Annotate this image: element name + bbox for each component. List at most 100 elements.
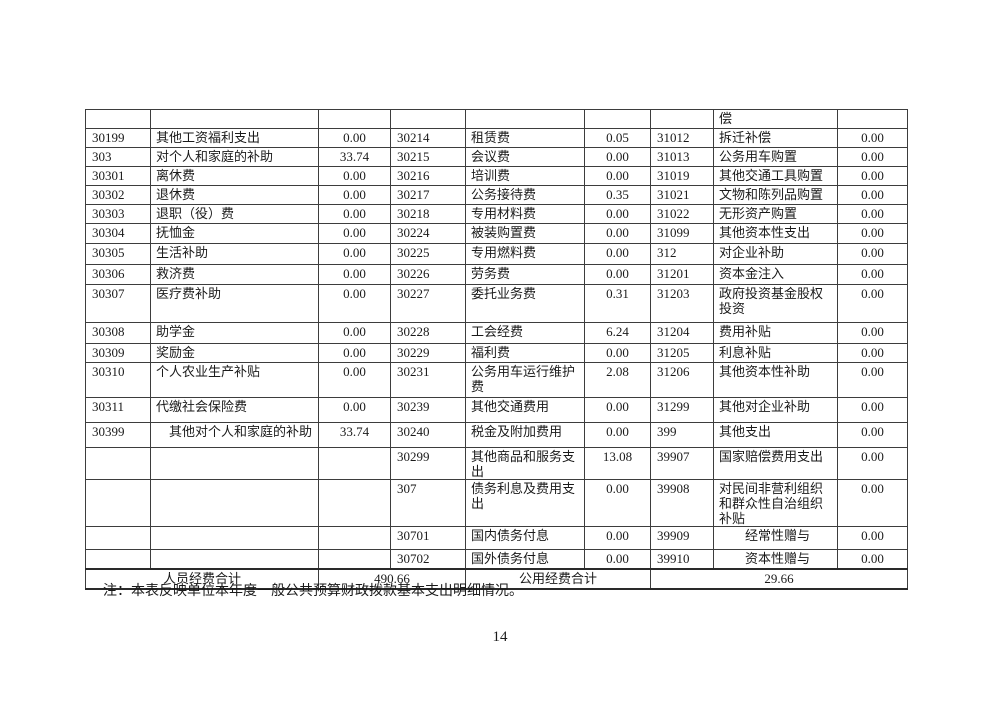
value-cell — [318, 526, 391, 550]
label-cell: 专用燃料费 — [465, 243, 585, 265]
value-cell: 0.05 — [584, 128, 651, 148]
label-cell — [150, 526, 319, 550]
value-cell: 0.00 — [837, 166, 908, 186]
value-cell: 0.00 — [318, 185, 391, 205]
code-cell: 399 — [650, 422, 714, 448]
table-row: 30311 代缴社会保险费 0.00 30239 其他交通费用 0.00 31299 其他对企… — [85, 397, 908, 423]
summary-cell: 29.66 — [650, 567, 908, 590]
label-cell: 其他资本性支出 — [713, 223, 838, 244]
basic-expenditure-detail-table: 偿 30199 其他工资福利支出 0.00 30214 租赁费 0.05 31012 拆迁补偿 0… — [85, 109, 908, 590]
label-cell: 资本金注入 — [713, 264, 838, 285]
label-cell: 被装购置费 — [465, 223, 585, 244]
page-number: 14 — [492, 629, 508, 645]
label-cell: 退休费 — [150, 185, 319, 205]
value-cell: 0.00 — [584, 223, 651, 244]
label-cell: 利息补贴 — [713, 343, 838, 363]
value-cell: 0.00 — [837, 264, 908, 285]
code-cell: 30229 — [390, 343, 466, 363]
code-cell — [85, 109, 151, 129]
label-cell: 国外债务付息 — [465, 549, 585, 569]
value-cell — [584, 109, 651, 129]
label-cell: 其他商品和服务支出 — [465, 447, 585, 480]
code-cell — [85, 526, 151, 550]
value-cell: 0.00 — [318, 284, 391, 323]
value-cell: 0.00 — [584, 243, 651, 265]
code-cell: 30214 — [390, 128, 466, 148]
value-cell — [318, 109, 391, 129]
label-cell — [150, 549, 319, 569]
label-cell: 抚恤金 — [150, 223, 319, 244]
code-cell: 31099 — [650, 223, 714, 244]
label-cell: 劳务费 — [465, 264, 585, 285]
code-cell — [85, 447, 151, 480]
summary-row: 人员经费合计 490.66 公用经费合计 29.66 — [85, 567, 908, 590]
value-cell — [318, 479, 391, 527]
label-cell: 福利费 — [465, 343, 585, 363]
label-cell: 其他对个人和家庭的补助 — [150, 422, 319, 448]
label-cell: 公务用车购置 — [713, 147, 838, 167]
label-cell: 公务接待费 — [465, 185, 585, 205]
code-cell: 30225 — [390, 243, 466, 265]
code-cell: 31201 — [650, 264, 714, 285]
value-cell: 0.00 — [318, 322, 391, 344]
value-cell: 0.00 — [837, 397, 908, 423]
table-row: 303 对个人和家庭的补助 33.74 30215 会议费 0.00 31013 公务用车购置… — [85, 147, 908, 167]
code-cell: 31019 — [650, 166, 714, 186]
value-cell: 0.00 — [837, 204, 908, 224]
code-cell: 31013 — [650, 147, 714, 167]
table-row: 30302 退休费 0.00 30217 公务接待费 0.35 31021 文物和陈列品购置 0… — [85, 185, 908, 205]
label-cell: 对企业补助 — [713, 243, 838, 265]
value-cell: 13.08 — [584, 447, 651, 480]
value-cell: 0.00 — [584, 479, 651, 527]
code-cell: 31012 — [650, 128, 714, 148]
label-cell: 其他工资福利支出 — [150, 128, 319, 148]
value-cell: 0.00 — [318, 204, 391, 224]
table-body: 偿 30199 其他工资福利支出 0.00 30214 租赁费 0.05 31012 拆迁补偿 0… — [85, 109, 908, 590]
value-cell: 0.00 — [584, 397, 651, 423]
value-cell: 0.00 — [584, 343, 651, 363]
value-cell: 0.00 — [584, 526, 651, 550]
code-cell: 31021 — [650, 185, 714, 205]
code-cell: 39907 — [650, 447, 714, 480]
label-cell: 对民间非营利组织和群众性自治组织补贴 — [713, 479, 838, 527]
summary-cell: 公用经费合计 — [465, 567, 651, 590]
value-cell: 0.00 — [318, 362, 391, 398]
code-cell: 30701 — [390, 526, 466, 550]
label-cell: 其他支出 — [713, 422, 838, 448]
code-cell: 30231 — [390, 362, 466, 398]
table-row: 30399 其他对个人和家庭的补助 33.74 30240 税金及附加费用 0.00 39… — [85, 422, 908, 448]
value-cell: 33.74 — [318, 422, 391, 448]
value-cell: 0.00 — [584, 264, 651, 285]
code-cell: 31203 — [650, 284, 714, 323]
code-cell: 30310 — [85, 362, 151, 398]
summary-cell: 人员经费合计 — [85, 567, 319, 590]
label-cell: 偿 — [713, 109, 838, 129]
label-cell — [150, 447, 319, 480]
code-cell: 30224 — [390, 223, 466, 244]
label-cell: 文物和陈列品购置 — [713, 185, 838, 205]
code-cell: 30218 — [390, 204, 466, 224]
label-cell: 租赁费 — [465, 128, 585, 148]
code-cell: 30302 — [85, 185, 151, 205]
label-cell: 资本性赠与 — [713, 549, 838, 569]
table-note: 注：本表反映单位本年度一般公共预算财政拨款基本支出明细情况。 — [103, 584, 523, 599]
code-cell: 30309 — [85, 343, 151, 363]
code-cell: 30306 — [85, 264, 151, 285]
value-cell: 0.00 — [837, 147, 908, 167]
code-cell: 303 — [85, 147, 151, 167]
value-cell: 0.00 — [318, 223, 391, 244]
code-cell: 39909 — [650, 526, 714, 550]
table-row: 30304 抚恤金 0.00 30224 被装购置费 0.00 31099 其他资本性支出 0.… — [85, 223, 908, 244]
table-row: 30301 离休费 0.00 30216 培训费 0.00 31019 其他交通工具购置 0.0… — [85, 166, 908, 186]
label-cell: 税金及附加费用 — [465, 422, 585, 448]
value-cell: 0.00 — [837, 447, 908, 480]
value-cell: 0.00 — [837, 422, 908, 448]
value-cell: 0.00 — [837, 243, 908, 265]
label-cell: 培训费 — [465, 166, 585, 186]
code-cell: 31205 — [650, 343, 714, 363]
value-cell: 0.35 — [584, 185, 651, 205]
label-cell: 奖励金 — [150, 343, 319, 363]
table-row: 307 债务利息及费用支出 0.00 39908 对民间非营利组织和群众性自治组织补贴 0… — [85, 479, 908, 527]
label-cell: 公务用车运行维护费 — [465, 362, 585, 398]
label-cell — [150, 109, 319, 129]
